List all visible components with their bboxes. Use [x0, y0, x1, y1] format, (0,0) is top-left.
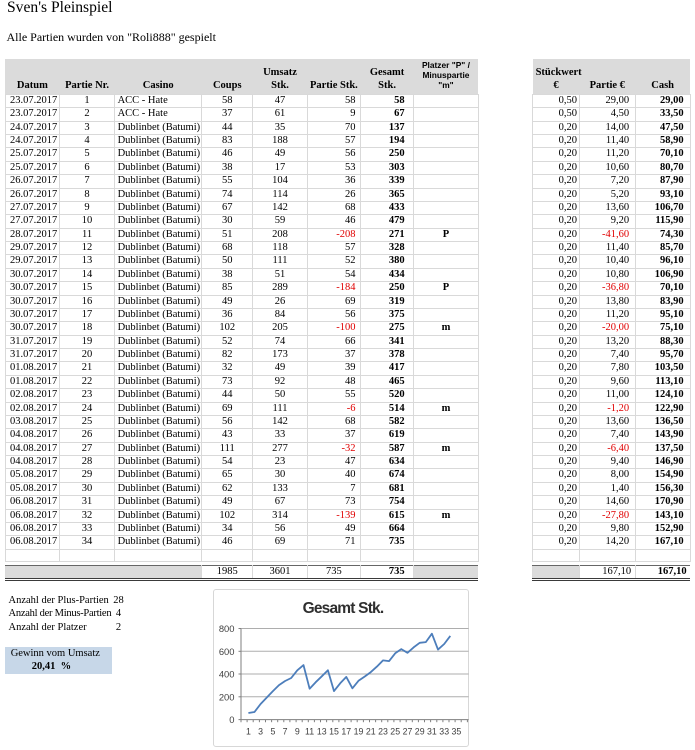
svg-text:3: 3 [258, 727, 263, 737]
svg-text:17: 17 [341, 727, 351, 737]
svg-text:27: 27 [403, 727, 413, 737]
svg-text:9: 9 [295, 727, 300, 737]
svg-text:600: 600 [219, 646, 235, 657]
svg-text:29: 29 [415, 727, 425, 737]
svg-text:25: 25 [390, 727, 400, 737]
svg-text:15: 15 [329, 727, 339, 737]
svg-text:21: 21 [366, 727, 376, 737]
svg-text:400: 400 [219, 669, 235, 680]
svg-text:0: 0 [229, 714, 234, 725]
svg-text:33: 33 [439, 727, 449, 737]
svg-text:800: 800 [219, 623, 235, 634]
svg-text:19: 19 [354, 727, 364, 737]
svg-text:31: 31 [427, 727, 437, 737]
svg-text:23: 23 [378, 727, 388, 737]
svg-text:1: 1 [246, 727, 251, 737]
svg-text:5: 5 [270, 727, 275, 737]
svg-text:35: 35 [452, 727, 462, 737]
svg-text:7: 7 [283, 727, 288, 737]
svg-text:13: 13 [317, 727, 327, 737]
svg-text:11: 11 [305, 727, 314, 737]
svg-text:200: 200 [219, 691, 235, 702]
